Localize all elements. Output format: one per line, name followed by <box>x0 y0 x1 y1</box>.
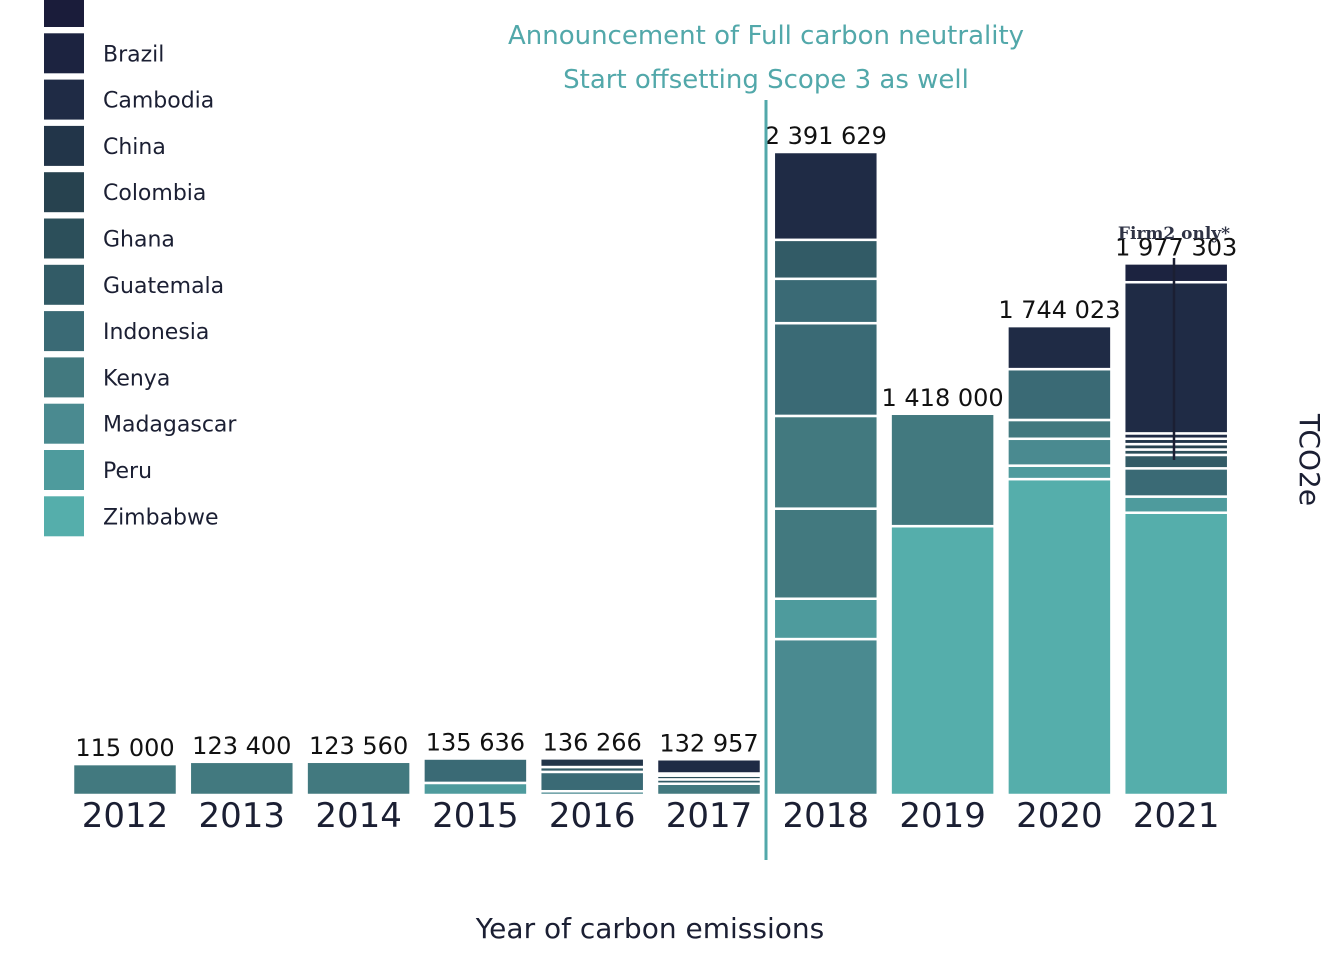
year-tick-label: 2018 <box>783 796 870 836</box>
legend-label: Zimbabwe <box>103 505 219 530</box>
bar-segment <box>538 757 646 769</box>
bar-segment <box>1122 262 1230 284</box>
year-tick-label: 2014 <box>315 796 402 836</box>
bar-segment <box>305 760 412 797</box>
legend-swatch <box>42 448 86 492</box>
bar-segment <box>772 597 880 641</box>
bar-segment <box>889 412 996 528</box>
total-label: 1 418 000 <box>882 384 1004 412</box>
legend-swatch <box>42 309 86 354</box>
legend-swatch <box>42 262 86 307</box>
legend-swatch <box>42 170 86 215</box>
year-tick-label: 2019 <box>899 796 986 836</box>
year-tick-label: 2017 <box>666 796 753 836</box>
total-label: 135 636 <box>426 729 525 757</box>
total-label: 115 000 <box>75 734 174 762</box>
bar-segment <box>1122 280 1230 435</box>
legend-label: Cambodia <box>103 89 214 114</box>
year-tick-label: 2016 <box>549 796 636 836</box>
annotation-line-2: Start offsetting Scope 3 as well <box>563 65 969 95</box>
total-label: 1 744 023 <box>998 296 1120 324</box>
year-tick-label: 2012 <box>82 796 169 836</box>
total-label: 123 560 <box>309 732 408 760</box>
bar-segment <box>772 150 880 242</box>
bar-segment <box>1006 324 1113 371</box>
y-axis-title: TCO2e <box>1293 413 1326 506</box>
bar-segment <box>772 507 880 600</box>
total-label: 1 977 303 <box>1115 233 1237 261</box>
bar-segment <box>1122 453 1230 470</box>
legend-swatch <box>42 31 86 76</box>
legend-label: Colombia <box>103 181 206 206</box>
year-tick-labels: 2012 2013 2014 2015 2016 2017 2018 2019 2020 2021 <box>82 796 1220 836</box>
legend-label: Kenya <box>103 366 170 391</box>
legend-swatch <box>42 494 86 539</box>
bar-segment <box>1122 495 1230 514</box>
year-tick-label: 2013 <box>199 796 286 836</box>
legend-swatch <box>42 401 86 446</box>
legend-swatch <box>42 0 86 29</box>
legend-label: Ghana <box>103 228 175 253</box>
legend-label: Guatemala <box>103 274 224 299</box>
bar-segment <box>538 770 646 793</box>
bar-segment <box>772 238 880 281</box>
annotation-line-1: Announcement of Full carbon neutrality <box>508 21 1024 51</box>
bar-segment <box>1006 464 1113 481</box>
legend-swatch <box>42 77 86 122</box>
x-axis-title: Year of carbon emissions <box>475 912 824 945</box>
bar-segment <box>772 321 880 418</box>
legend-label: Indonesia <box>103 320 209 345</box>
year-tick-label: 2021 <box>1133 796 1220 836</box>
legend-swatch <box>42 216 86 261</box>
year-tick-label: 2020 <box>1016 796 1103 836</box>
total-labels: 115 000 123 400 123 560 135 636 136 266 132 9… <box>75 122 1237 762</box>
legend-label: Madagascar <box>103 413 237 438</box>
bar-segment <box>1006 367 1113 422</box>
bar-segment <box>1006 477 1113 797</box>
bar-segment <box>655 758 763 775</box>
legend-label: Peru <box>103 459 152 484</box>
legend-swatch <box>42 355 86 400</box>
bar-segment <box>1122 511 1230 797</box>
total-label: 123 400 <box>192 732 291 760</box>
bar-segment <box>772 414 880 510</box>
legend: Brazil Cambodia China Colombia Ghana Guatemal… <box>42 0 237 539</box>
firm2-note: Firm2 only* <box>1118 224 1230 244</box>
legend-label: China <box>103 135 166 160</box>
bar-segment <box>1006 418 1113 441</box>
bar-segment <box>655 782 763 797</box>
bar-segment <box>422 757 529 785</box>
year-tick-label: 2015 <box>432 796 519 836</box>
bar-segment <box>889 524 996 797</box>
bars <box>71 150 1230 797</box>
bar-segment <box>188 760 296 797</box>
legend-swatch <box>42 123 86 168</box>
bar-segment <box>1122 467 1230 498</box>
legend-label: Brazil <box>103 42 164 67</box>
bar-segment <box>1006 437 1113 467</box>
total-label: 132 957 <box>659 729 758 757</box>
bar-segment <box>772 277 880 325</box>
bar-segment <box>71 762 179 797</box>
total-label: 136 266 <box>543 728 642 756</box>
bar-segment <box>772 637 880 797</box>
total-label: 2 391 629 <box>765 122 887 150</box>
bar-segment <box>422 781 529 797</box>
